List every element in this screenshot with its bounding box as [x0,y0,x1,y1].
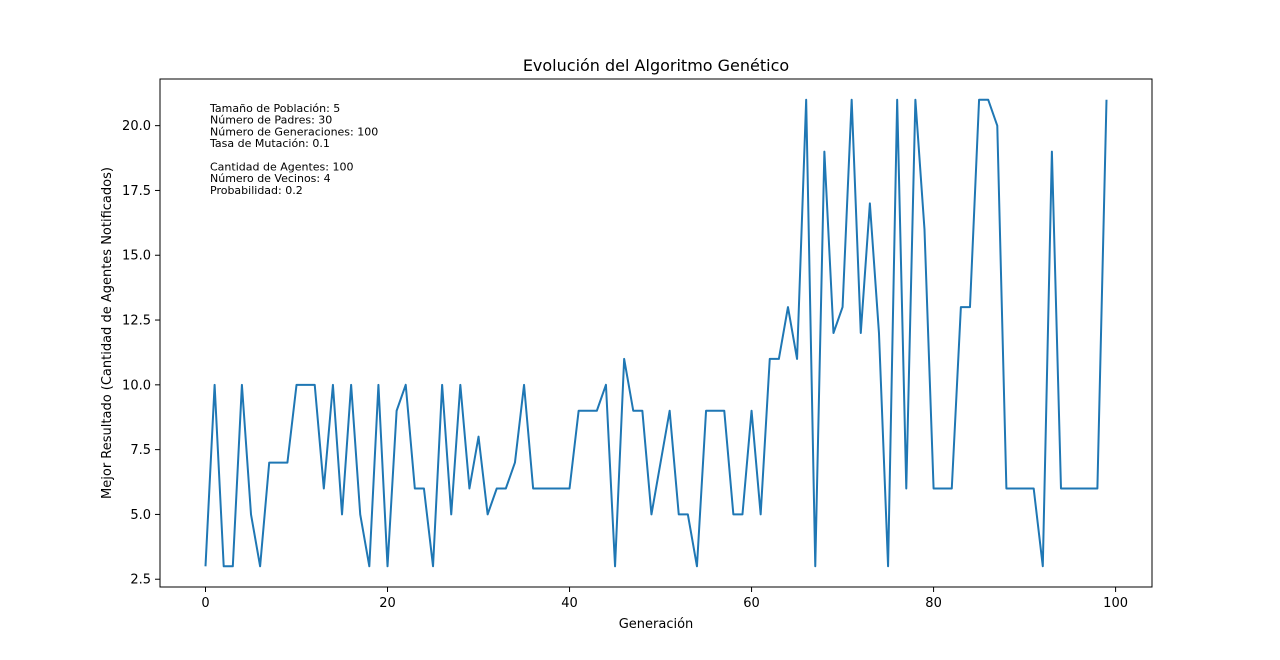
x-tick-label: 20 [379,596,396,611]
x-axis-label: Generación [619,617,694,632]
annotation-line: Tasa de Mutación: 0.1 [209,137,330,150]
annotation-line: Cantidad de Agentes: 100 [210,161,353,174]
x-tick-label: 100 [1103,596,1128,611]
annotation-line: Número de Padres: 30 [210,114,332,127]
x-tick-label: 80 [925,596,942,611]
x-tick-label: 0 [201,596,209,611]
axes-frame [159,78,1153,588]
y-tick-label: 20.0 [122,119,151,134]
plot-area [204,98,1108,568]
x-tick-label: 40 [561,596,578,611]
annotation-line: Probabilidad: 0.2 [210,184,303,197]
annotation-line: Tamaño de Población: 5 [209,102,340,115]
y-tick-label: 12.5 [122,314,151,329]
y-tick-label: 5.0 [130,508,151,523]
y-tick-label: 2.5 [130,573,151,588]
x-tick-label: 60 [743,596,760,611]
y-axis-label: Mejor Resultado (Cantidad de Agentes Not… [100,167,115,499]
y-tick-label: 7.5 [130,443,151,458]
series-line-0 [204,98,1108,568]
y-tick-label: 10.0 [122,378,151,393]
chart-title: Evolución del Algoritmo Genético [523,56,789,75]
annotation-line: Número de Generaciones: 100 [210,125,378,138]
y-tick-label: 15.0 [122,249,151,264]
annotation-line: Número de Vecinos: 4 [210,172,331,185]
y-axis: 2.5 5.0 7.5 10.0 12.5 15.0 17.5 20.0 [122,119,160,588]
y-tick-label: 17.5 [122,184,151,199]
x-axis: 0 20 40 60 80 100 [201,587,1128,611]
